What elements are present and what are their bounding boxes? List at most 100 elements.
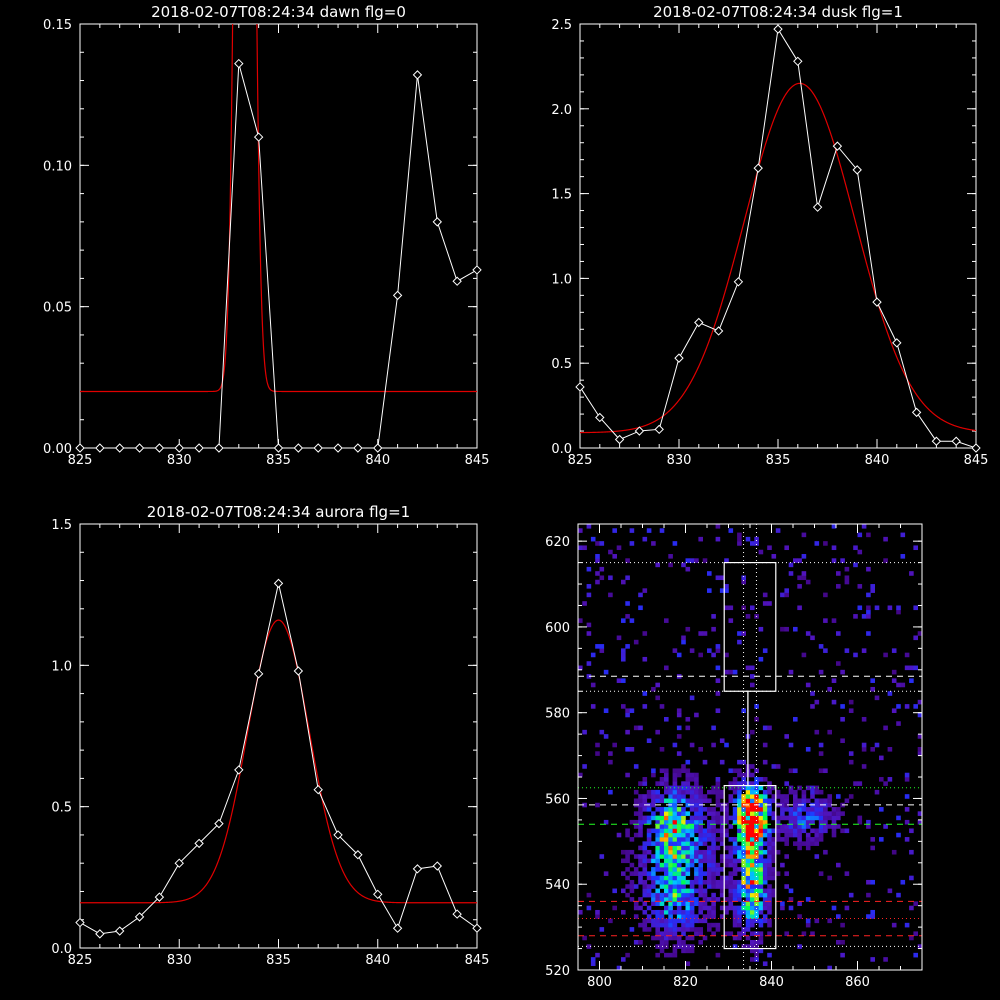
heatmap-cell	[689, 888, 695, 894]
heatmap-cell	[689, 777, 695, 782]
heatmap-cell	[698, 837, 703, 842]
heatmap-cell	[784, 815, 789, 821]
heatmap-cell	[814, 541, 820, 546]
heatmap-cell	[737, 858, 742, 864]
heatmap-cell	[758, 807, 764, 812]
heatmap-cell	[754, 888, 759, 894]
heatmap-cell	[646, 914, 652, 919]
heatmap-cell	[685, 837, 691, 842]
heatmap-cell	[887, 691, 893, 696]
heatmap-cell	[664, 837, 669, 842]
heatmap-cell	[891, 922, 897, 928]
heatmap-cell	[767, 952, 772, 958]
heatmap-cell	[655, 729, 660, 735]
heatmap-cell	[655, 901, 660, 906]
heatmap-cell	[625, 875, 630, 881]
heatmap-cell	[784, 592, 789, 598]
heatmap-cell	[672, 648, 678, 653]
heatmap-cell	[797, 575, 802, 581]
heatmap-cell	[737, 768, 742, 774]
heatmap-cell	[844, 566, 850, 572]
heatmap-cell	[771, 815, 777, 821]
heatmap-cell	[715, 879, 721, 885]
heatmap-cell	[805, 819, 811, 825]
heatmap-cell	[715, 922, 721, 928]
heatmap-cell	[788, 824, 794, 829]
heatmap-cell	[904, 794, 910, 799]
heatmap-cell	[857, 815, 863, 821]
heatmap-cell	[672, 858, 678, 864]
heatmap-cell	[762, 867, 768, 872]
heatmap-cell	[797, 944, 802, 949]
heatmap-cell	[638, 592, 643, 598]
heatmap-cell	[664, 828, 669, 834]
heatmap-cell	[818, 811, 824, 816]
heatmap-cell	[719, 575, 725, 581]
heatmap-cell	[788, 905, 794, 911]
heatmap-cell	[664, 781, 669, 786]
heatmap-cell	[762, 789, 768, 795]
heatmap-cell	[750, 862, 755, 868]
heatmap-cell	[582, 935, 587, 941]
heatmap-cell	[655, 952, 660, 958]
heatmap-cell	[702, 807, 708, 812]
heatmap-cell	[651, 686, 656, 692]
heatmap-cell	[866, 614, 871, 619]
region-box	[723, 784, 777, 950]
heatmap-cell	[689, 845, 695, 851]
heatmap-cell	[707, 845, 712, 851]
data-point	[951, 436, 961, 446]
data-point	[293, 443, 304, 453]
heatmap-cell	[827, 811, 832, 816]
heatmap-cell	[767, 849, 772, 855]
heatmap-cell	[784, 828, 789, 834]
x-tick-label: 800	[587, 975, 612, 990]
heatmap-cell	[590, 652, 596, 658]
heatmap-cell	[728, 669, 734, 675]
heatmap-cell	[741, 605, 746, 611]
heatmap-cell	[694, 879, 699, 885]
heatmap-cell	[711, 815, 716, 821]
heatmap-cell	[728, 837, 734, 842]
heatmap-cell	[707, 858, 712, 864]
heatmap-cell	[642, 884, 648, 889]
heatmap-cell	[741, 759, 746, 765]
heatmap-cell	[578, 528, 583, 533]
heatmap-cell	[676, 871, 682, 876]
region-box	[723, 561, 777, 692]
heatmap-cell	[870, 678, 875, 683]
data-point	[253, 669, 264, 679]
heatmap-cell	[866, 592, 871, 598]
heatmap-cell	[638, 725, 643, 731]
heatmap-cell	[917, 811, 922, 816]
heatmap-cell	[681, 824, 686, 829]
heatmap-cell	[758, 939, 764, 945]
heatmap-cell	[732, 781, 738, 786]
heatmap-cell	[831, 905, 837, 911]
heatmap-cell	[582, 601, 587, 606]
heatmap-cell	[737, 854, 742, 859]
heatmap-cell	[719, 824, 725, 829]
heatmap-cell	[805, 845, 811, 851]
heatmap-cell	[655, 837, 660, 842]
heatmap-cell	[655, 794, 660, 799]
heatmap-cell	[904, 922, 910, 928]
data-line	[80, 583, 477, 935]
heatmap-cell	[655, 682, 660, 688]
heatmap-cell	[685, 566, 691, 572]
heatmap-cell	[621, 656, 626, 662]
heatmap-cell	[685, 897, 691, 902]
heatmap-cell	[737, 781, 742, 786]
heatmap-cell	[840, 828, 845, 834]
heatmap-cell	[603, 708, 609, 713]
heatmap-cell	[586, 622, 592, 628]
heatmap-cell	[750, 909, 755, 915]
heatmap-cell	[651, 897, 656, 902]
heatmap-cell	[836, 807, 841, 812]
heatmap-cell	[642, 588, 648, 593]
heatmap-cell	[793, 841, 798, 846]
heatmap-cell	[621, 849, 626, 855]
heatmap-cell	[814, 798, 820, 804]
heatmap-cell	[823, 648, 828, 653]
heatmap-cell	[887, 747, 893, 752]
